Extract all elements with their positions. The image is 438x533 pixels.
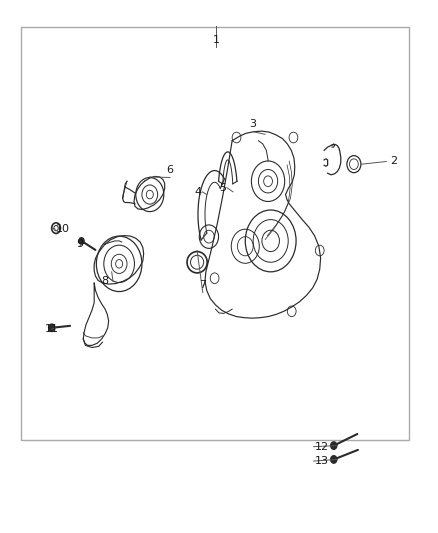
Text: 11: 11 <box>45 325 59 334</box>
Circle shape <box>79 238 84 244</box>
Text: 3: 3 <box>250 119 257 129</box>
Text: 2: 2 <box>390 157 397 166</box>
Text: 7: 7 <box>199 280 206 290</box>
Text: 13: 13 <box>314 456 328 466</box>
Text: 8: 8 <box>102 277 109 286</box>
Circle shape <box>331 442 337 449</box>
Circle shape <box>49 324 55 332</box>
Text: 5: 5 <box>219 183 226 192</box>
Text: 12: 12 <box>314 442 328 451</box>
Text: 9: 9 <box>76 239 83 248</box>
Text: 10: 10 <box>56 224 70 234</box>
Circle shape <box>331 456 337 463</box>
Bar <box>21 27 409 440</box>
Text: 1: 1 <box>213 35 220 45</box>
Text: 6: 6 <box>166 165 173 175</box>
Text: 4: 4 <box>194 187 201 197</box>
